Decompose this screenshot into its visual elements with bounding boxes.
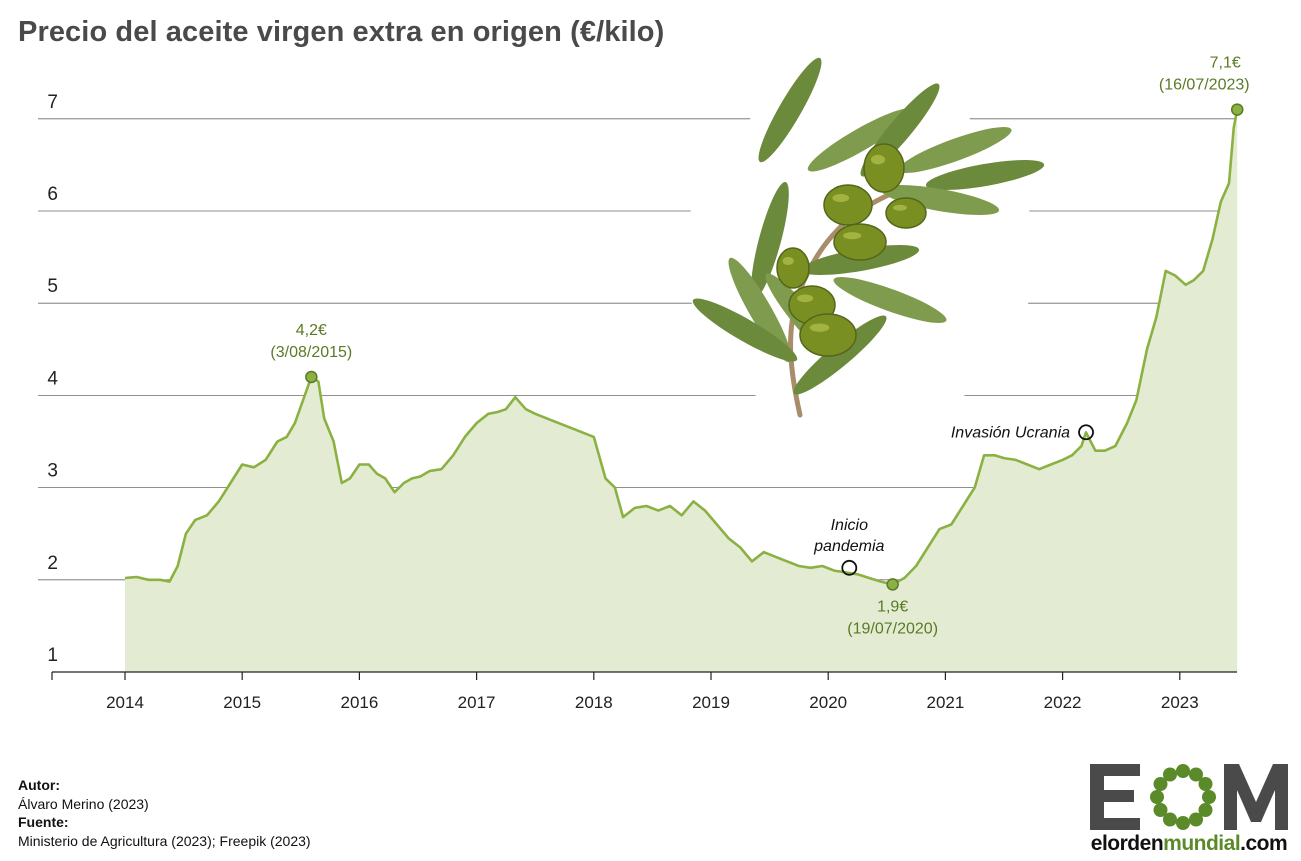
y-tick-label: 7 [47, 92, 58, 113]
logo-dot [1176, 816, 1190, 830]
date-label: (16/07/2023) [1159, 77, 1250, 94]
y-tick-label: 4 [47, 368, 58, 389]
value-label: 1,9€ [877, 598, 908, 615]
y-tick-label: 2 [47, 553, 58, 574]
date-label: (3/08/2015) [270, 344, 352, 361]
olive-leaf [758, 57, 822, 163]
olive-highlight [893, 204, 907, 211]
author-label: Autor: [18, 777, 60, 793]
event-label-line2: pandemia [813, 538, 884, 555]
area-fill [125, 109, 1238, 673]
olive-fruit [799, 313, 857, 357]
logo-dot [1202, 790, 1216, 804]
date-label: (19/07/2020) [847, 620, 938, 637]
event-label: Inicio [831, 517, 868, 534]
value-label: 7,1€ [1210, 55, 1241, 72]
logo-dot [1163, 812, 1177, 827]
tick-labels: 1 2 3 4 5 6 7 2014 2015 2016 2017 2018 2019 2020 2021 2… [47, 92, 1198, 712]
olive-fruit [776, 247, 810, 289]
x-axis [51, 671, 1237, 680]
x-tick-label: 2017 [458, 693, 496, 712]
olive-fruit [885, 197, 927, 229]
olive-highlight [782, 257, 794, 265]
logo-url: elordenmundial.com [1090, 832, 1288, 855]
olive-highlight [809, 323, 830, 332]
logo-dot [1176, 764, 1190, 778]
olive-branch-image [685, 57, 1045, 430]
value-marker [305, 370, 318, 384]
event-marker [841, 559, 858, 576]
olive-leaf [833, 277, 947, 323]
olive-fruit [833, 223, 887, 261]
source-label: Fuente: [18, 814, 69, 830]
y-tick-label: 1 [47, 645, 58, 666]
value-marker [1230, 103, 1244, 116]
olive-leaf [807, 108, 913, 172]
olive-leaf [880, 184, 1000, 216]
x-tick-label: 2015 [223, 693, 261, 712]
olive-leaf [692, 298, 798, 362]
event-marker [1078, 424, 1094, 441]
logo-dot [1189, 767, 1203, 782]
y-tick-label: 3 [47, 461, 58, 482]
x-tick-label: 2021 [926, 693, 964, 712]
chart-title: Precio del aceite virgen extra en origen… [18, 16, 665, 48]
credits: Autor: Álvaro Merino (2023) Fuente: Mini… [18, 776, 311, 850]
x-tick-label: 2019 [692, 693, 730, 712]
olive-highlight [832, 194, 850, 202]
olive-leaf [925, 159, 1045, 191]
olive-leaf [898, 127, 1012, 173]
annotations: 4,2€ (3/08/2015) 1,9€ (19/07/2020) 7,1€ (16/0… [270, 55, 1249, 638]
logo-dot [1153, 777, 1168, 791]
olive-highlight [797, 294, 814, 303]
logo-dot [1198, 803, 1213, 817]
logo-dot [1189, 812, 1203, 827]
y-tick-label: 6 [47, 184, 58, 205]
olive-fruit [863, 143, 905, 193]
x-tick-label: 2022 [1044, 693, 1082, 712]
olive-leaf [728, 257, 792, 363]
eom-logo[interactable]: elordenmundial.com [1088, 762, 1290, 857]
x-tick-label: 2020 [809, 693, 847, 712]
value-marker [886, 578, 899, 591]
x-tick-label: 2014 [106, 693, 144, 712]
logo-dot [1150, 790, 1164, 804]
olive-leaf [793, 315, 887, 395]
olive-highlight [843, 232, 862, 240]
olive-leaf [751, 181, 789, 299]
value-label: 4,2€ [296, 322, 327, 339]
eom-logo-mark [1090, 764, 1288, 830]
olive-fruit [823, 184, 873, 226]
y-tick-label: 5 [47, 276, 58, 297]
author-text: Álvaro Merino (2023) [18, 795, 149, 812]
logo-dot [1163, 767, 1177, 782]
olive-highlight [871, 154, 885, 165]
x-tick-label: 2023 [1161, 693, 1199, 712]
logo-dot [1153, 803, 1168, 817]
x-tick-label: 2018 [575, 693, 613, 712]
logo-dot [1198, 777, 1213, 791]
x-tick-label: 2016 [340, 693, 378, 712]
source-text: Ministerio de Agricultura (2023); Freepi… [18, 832, 311, 849]
event-label: Invasión Ucrania [951, 424, 1070, 441]
